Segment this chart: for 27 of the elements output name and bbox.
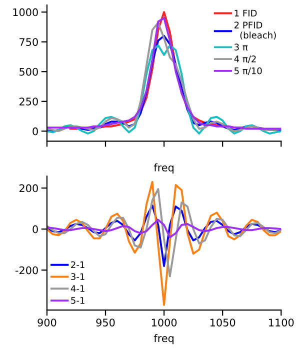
line-series xyxy=(46,204,282,267)
x-tick-label: 1050 xyxy=(210,318,236,326)
y-tick-label: 250 xyxy=(20,98,38,106)
legend-label: 4 π/2 xyxy=(234,56,256,64)
x-tick-label: 1000 xyxy=(152,318,177,326)
y-tick-label: 0 xyxy=(32,225,38,234)
x-tick-label: 1100 xyxy=(269,318,294,326)
x-axis-title: freq xyxy=(154,163,174,174)
y-tick-label: 1000 xyxy=(13,8,38,16)
legend-label: 4-1 xyxy=(70,285,84,292)
legend-label: 3 π xyxy=(234,44,248,51)
y-tick-label: 0 xyxy=(32,127,38,136)
legend-label: 1 FID xyxy=(234,10,257,16)
x-tick-label: 900 xyxy=(38,318,56,326)
y-tick-label: 750 xyxy=(20,38,38,46)
legend-label: 3-1 xyxy=(71,273,84,280)
x-tick-label: 950 xyxy=(96,318,115,326)
y-tick-label: 500 xyxy=(20,68,38,76)
line-series xyxy=(46,180,282,306)
legend-label: 5-1 xyxy=(71,297,84,304)
y-tick-label: 200 xyxy=(20,184,38,192)
line-series xyxy=(46,218,282,238)
x-axis-title: freq xyxy=(154,334,174,344)
legend-label: 2 PFID (bleach) xyxy=(234,22,276,40)
legend-label: 5 π/10 xyxy=(234,67,262,75)
legend-label: 2-1 xyxy=(71,261,84,268)
y-tick-label: -200 xyxy=(15,266,38,274)
